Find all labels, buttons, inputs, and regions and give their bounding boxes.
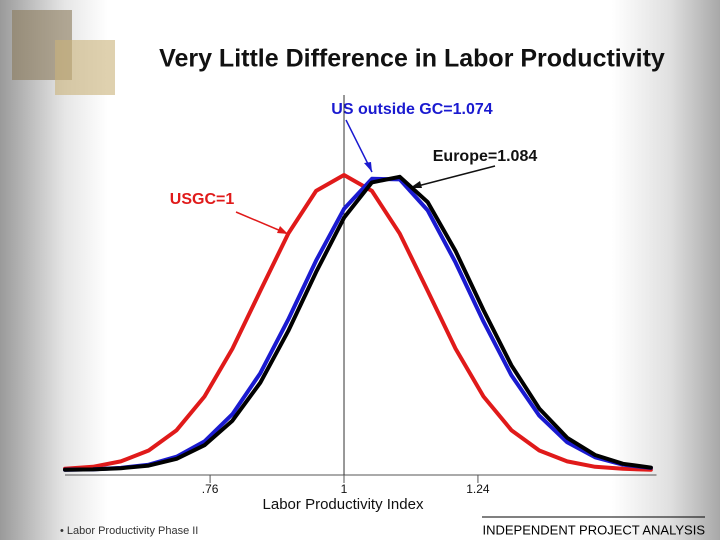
arrow [409, 165, 496, 189]
x-tick-label: 1 [341, 482, 348, 496]
x-tick-label: .76 [202, 482, 219, 496]
chart-title: Very Little Difference in Labor Producti… [159, 45, 665, 73]
x-tick-label: 1.24 [466, 482, 490, 496]
logo-tile [55, 40, 115, 95]
annotation-us-outside: US outside GC=1.074 [331, 101, 492, 118]
series-line [63, 173, 653, 472]
annotation-usgc: USGC=1 [170, 191, 235, 208]
footer-right: INDEPENDENT PROJECT ANALYSIS [482, 522, 705, 537]
footer-left: • Labor Productivity Phase II [60, 525, 198, 537]
annotation-europe: Europe=1.084 [433, 148, 538, 165]
arrow-head [277, 226, 288, 234]
x-axis-label: Labor Productivity Index [263, 496, 424, 513]
arrow-head [364, 162, 372, 172]
series-line [63, 174, 653, 472]
